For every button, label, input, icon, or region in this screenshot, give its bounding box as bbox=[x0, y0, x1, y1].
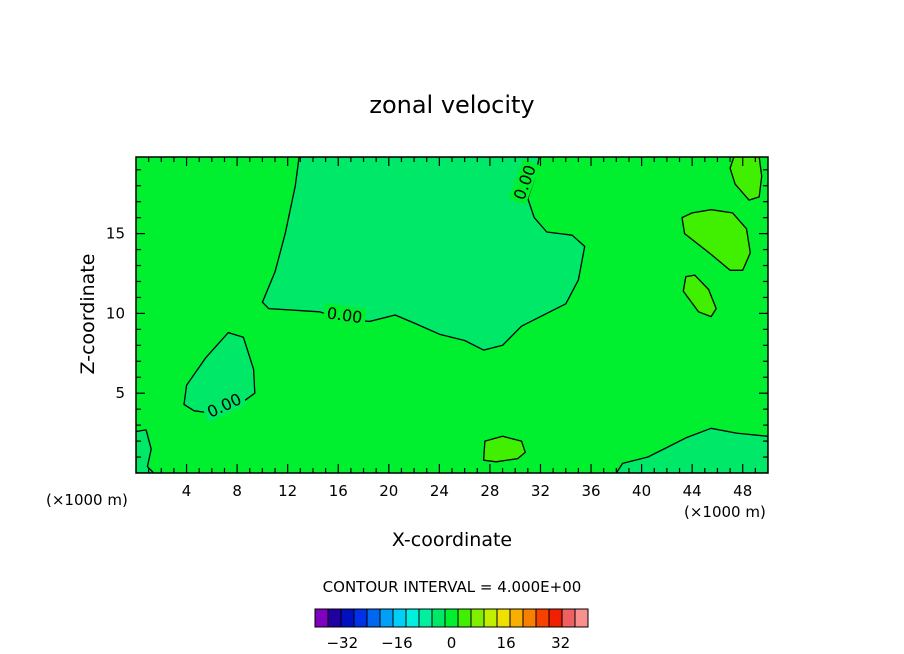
plot-area: 0.000.000.00 bbox=[135, 156, 769, 474]
colorbar-swatch bbox=[392, 608, 407, 628]
chart-title: zonal velocity bbox=[369, 91, 534, 119]
colorbar-swatch bbox=[431, 608, 446, 628]
colorbar-swatch bbox=[457, 608, 472, 628]
contour-label-bg bbox=[508, 159, 541, 206]
colorbar-swatch bbox=[509, 608, 524, 628]
contour-label: 0.00 bbox=[326, 303, 364, 327]
colorbar-swatch bbox=[314, 608, 329, 628]
y-axis: 5 10 15 bbox=[106, 169, 768, 458]
colorbar-tick-label: −32 bbox=[326, 634, 358, 652]
y-tick-label: 5 bbox=[115, 384, 125, 402]
colorbar-swatch bbox=[353, 608, 368, 628]
colorbar-swatch bbox=[574, 608, 589, 628]
colorbar-tick-label: 16 bbox=[497, 634, 516, 652]
x-axis: 4 8 12 16 20 24 28 32 36 40 44 48 bbox=[148, 157, 756, 500]
colorbar-swatch bbox=[522, 608, 537, 628]
colorbar-swatch bbox=[535, 608, 550, 628]
x-tick-label: 36 bbox=[581, 482, 600, 500]
colorbar-swatch bbox=[379, 608, 394, 628]
colorbar: −32 −16 0 16 32 bbox=[314, 608, 589, 652]
colorbar-swatch bbox=[405, 608, 420, 628]
colorbar-swatch bbox=[327, 608, 342, 628]
x-tick-label: 28 bbox=[480, 482, 499, 500]
contour-label-bg bbox=[201, 388, 247, 423]
colorbar-swatch bbox=[444, 608, 459, 628]
contour-label-bg bbox=[322, 302, 367, 327]
x-tick-label: 44 bbox=[683, 482, 702, 500]
x-unit-left: (×1000 m) bbox=[46, 491, 128, 509]
contour-upper-negative-plume bbox=[261, 157, 586, 351]
x-tick-label: 4 bbox=[182, 482, 192, 500]
x-tick-label: 16 bbox=[329, 482, 348, 500]
contour-interval-text: CONTOUR INTERVAL = 4.000E+00 bbox=[323, 578, 582, 596]
contour-bottom-right-negative-band bbox=[615, 427, 768, 473]
colorbar-swatch bbox=[340, 608, 355, 628]
x-tick-label: 48 bbox=[733, 482, 752, 500]
colorbar-swatch bbox=[470, 608, 485, 628]
colorbar-swatch bbox=[561, 608, 576, 628]
contour-top-right-positive-patch bbox=[729, 157, 763, 201]
colorbar-tick-label: −16 bbox=[381, 634, 413, 652]
contour-bottom-center-positive-patch bbox=[482, 435, 526, 463]
x-tick-label: 12 bbox=[278, 482, 297, 500]
x-tick-label: 40 bbox=[632, 482, 651, 500]
colorbar-tick-label: 32 bbox=[551, 634, 570, 652]
y-tick-label: 15 bbox=[106, 225, 125, 243]
x-axis-label: X-coordinate bbox=[392, 529, 512, 551]
contour-upper-right-positive-blob bbox=[681, 209, 751, 271]
colorbar-swatch bbox=[548, 608, 563, 628]
colorbar-swatch bbox=[418, 608, 433, 628]
colorbar-tick-label: 0 bbox=[447, 634, 457, 652]
y-axis-label: Z-coordinate bbox=[77, 254, 99, 375]
x-tick-label: 24 bbox=[430, 482, 449, 500]
colorbar-swatch bbox=[366, 608, 381, 628]
contour-right-middle-positive-blob bbox=[682, 274, 717, 318]
x-tick-label: 32 bbox=[531, 482, 550, 500]
x-tick-label: 20 bbox=[379, 482, 398, 500]
y-tick-label: 10 bbox=[106, 304, 125, 322]
colorbar-swatch bbox=[483, 608, 498, 628]
colorbar-swatch bbox=[496, 608, 511, 628]
x-tick-label: 8 bbox=[232, 482, 242, 500]
x-unit-right: (×1000 m) bbox=[684, 503, 766, 521]
